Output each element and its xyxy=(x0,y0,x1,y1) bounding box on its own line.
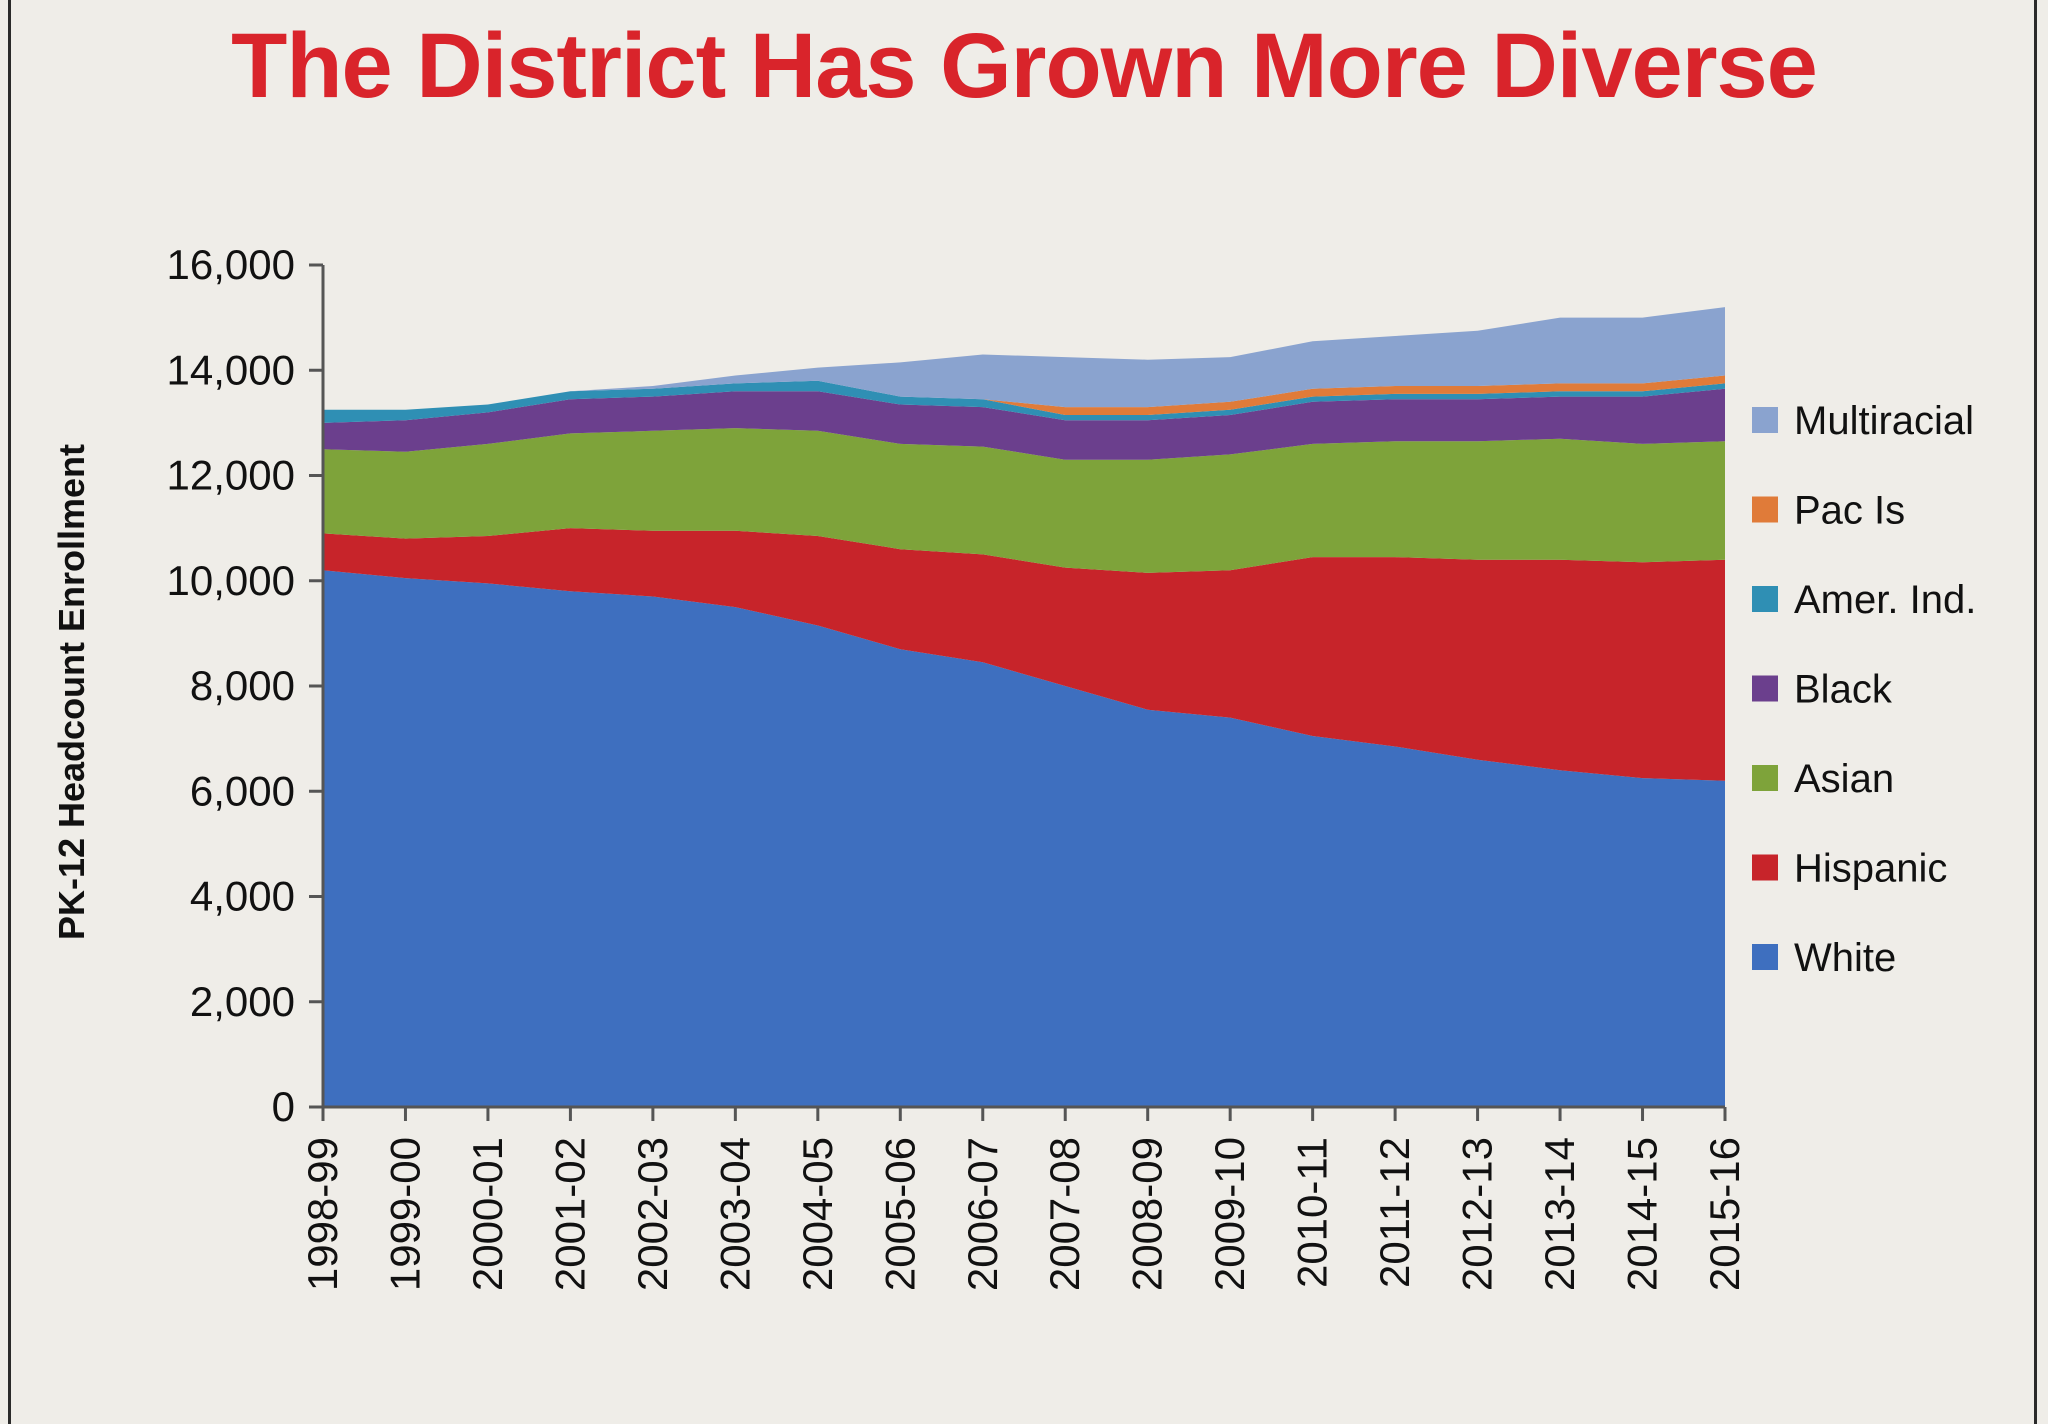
x-axis-ticks: 1998-99 1999-00 2000-01 2001-02 2002-03 2003-… xyxy=(299,1107,1748,1291)
y-tick-label: 8,000 xyxy=(190,662,295,709)
y-tick-label: 12,000 xyxy=(167,452,295,499)
legend-label: White xyxy=(1794,936,1896,980)
y-tick-label: 2,000 xyxy=(190,978,295,1025)
x-tick-label: 1999-00 xyxy=(382,1137,429,1291)
right-page-border xyxy=(2034,0,2037,1424)
x-tick-label: 2007-08 xyxy=(1041,1137,1088,1291)
area-series-hispanic xyxy=(323,528,1725,781)
x-tick-label: 2000-01 xyxy=(464,1137,511,1291)
area-series-white xyxy=(323,570,1725,1107)
chart-title: The District Has Grown More Diverse xyxy=(231,15,1818,117)
legend-swatch xyxy=(1752,496,1778,523)
legend-swatch xyxy=(1752,765,1778,791)
x-tick-label: 2010-11 xyxy=(1289,1137,1336,1288)
y-tick-label: 4,000 xyxy=(190,873,295,920)
x-tick-label: 2011-12 xyxy=(1371,1137,1418,1288)
legend-label: Pac Is xyxy=(1794,489,1905,533)
x-tick-label: 2014-15 xyxy=(1619,1137,1666,1291)
legend-swatch xyxy=(1752,854,1778,881)
legend-swatch xyxy=(1752,586,1778,612)
left-page-border xyxy=(8,0,11,1424)
area-series-amer-ind xyxy=(323,380,1725,423)
area-series-pac-is xyxy=(323,375,1725,415)
y-tick-label: 14,000 xyxy=(167,346,295,393)
x-tick-label: 2015-16 xyxy=(1701,1137,1748,1291)
x-tick-label: 2003-04 xyxy=(711,1137,758,1291)
y-tick-label: 10,000 xyxy=(167,557,295,604)
series-areas xyxy=(323,307,1725,1107)
x-tick-label: 2009-10 xyxy=(1206,1137,1253,1291)
x-tick-label: 2012-13 xyxy=(1454,1137,1501,1291)
legend-swatch xyxy=(1752,407,1778,433)
legend-label: Asian xyxy=(1794,757,1894,801)
y-tick-label: 6,000 xyxy=(190,767,295,814)
area-series-asian xyxy=(323,428,1725,573)
legend-label: Black xyxy=(1794,668,1893,712)
x-tick-label: 2002-03 xyxy=(629,1137,676,1291)
legend-label: Multiracial xyxy=(1794,399,1974,443)
x-tick-label: 2005-06 xyxy=(876,1137,923,1291)
legend-swatch xyxy=(1752,675,1778,702)
y-axis-ticks: 0 2,000 4,000 6,000 8,000 10,000 12,000 14,000 1… xyxy=(167,241,323,1130)
y-axis-label: PK-12 Headcount Enrollment xyxy=(51,444,92,940)
y-tick-label: 0 xyxy=(272,1083,295,1130)
x-tick-label: 2001-02 xyxy=(546,1137,593,1291)
x-tick-label: 2013-14 xyxy=(1536,1137,1583,1291)
x-tick-label: 2008-09 xyxy=(1124,1137,1171,1291)
x-tick-label: 1998-99 xyxy=(299,1137,346,1291)
y-tick-label: 16,000 xyxy=(167,241,295,288)
area-series-black xyxy=(323,388,1725,460)
legend-label: Hispanic xyxy=(1794,847,1947,891)
legend-label: Amer. Ind. xyxy=(1794,578,1976,622)
area-series-multiracial xyxy=(323,307,1725,410)
x-tick-label: 2004-05 xyxy=(794,1137,841,1291)
legend-swatch xyxy=(1752,944,1778,970)
legend: Multiracial Pac Is Amer. Ind. Black Asian His… xyxy=(1752,399,1976,980)
x-tick-label: 2006-07 xyxy=(959,1137,1006,1291)
